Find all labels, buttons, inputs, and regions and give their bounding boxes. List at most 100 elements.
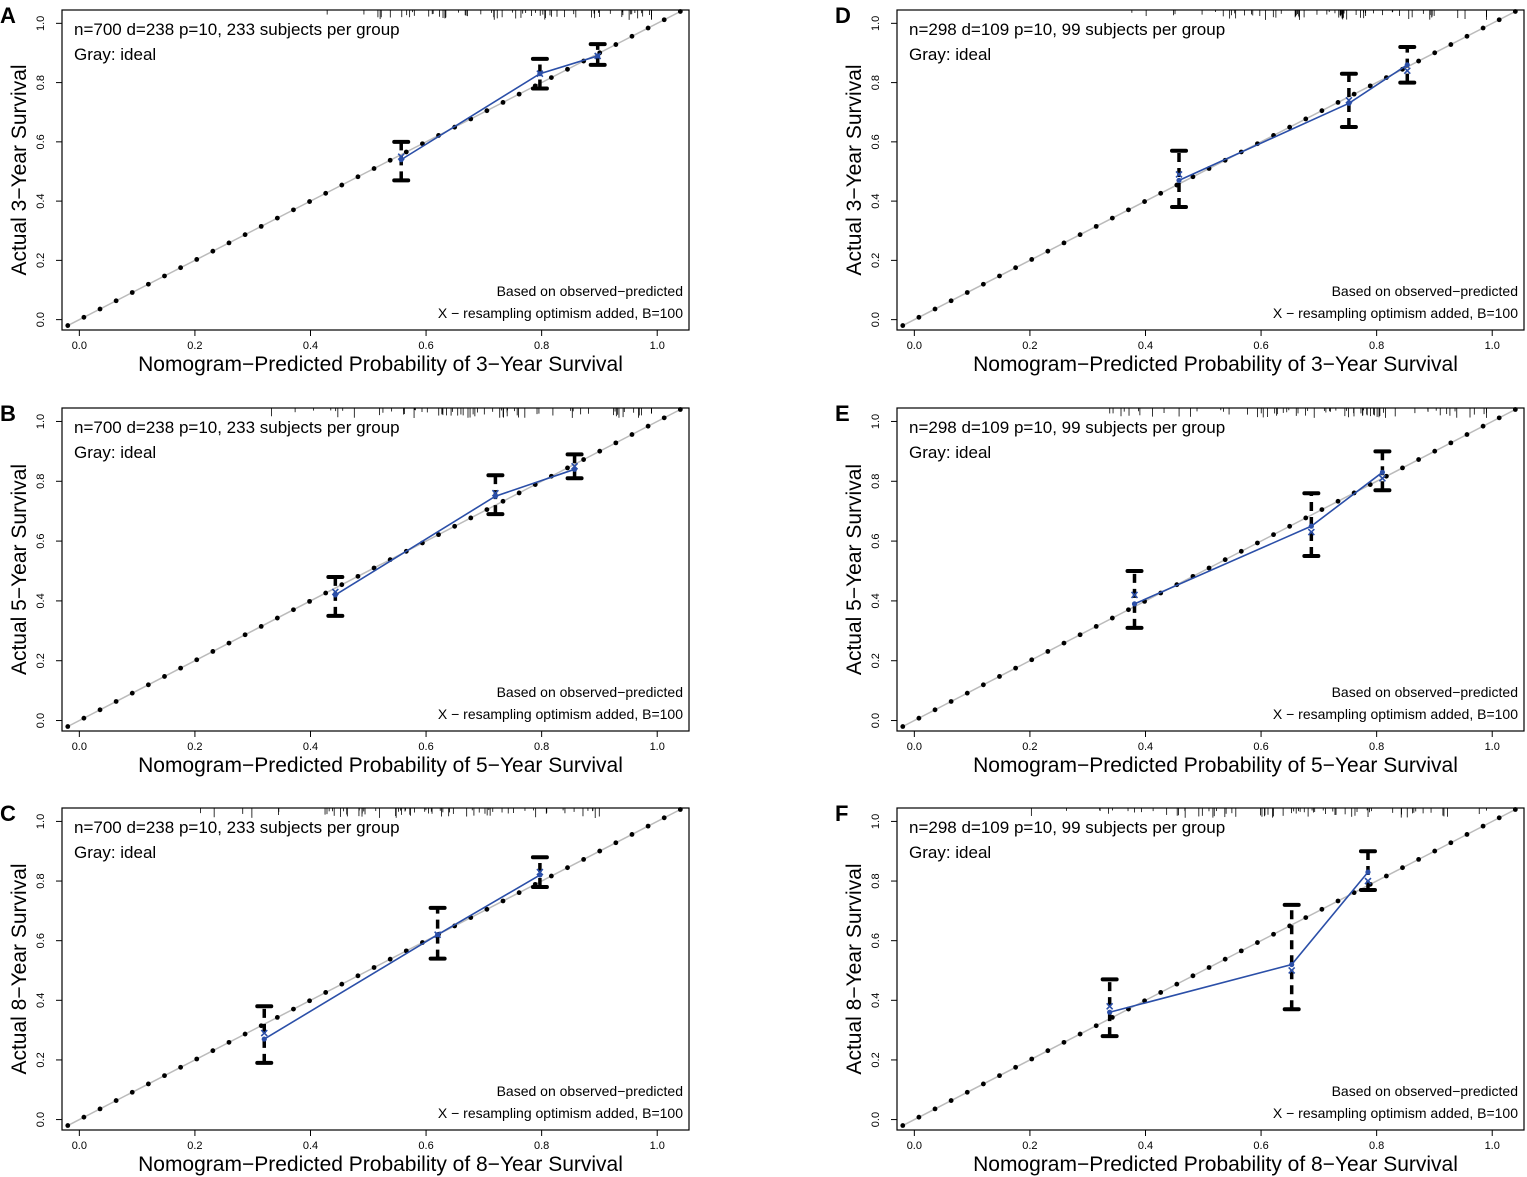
ideal-dot	[129, 290, 135, 295]
observed-point	[1404, 62, 1410, 68]
ideal-dot	[645, 823, 651, 829]
y-tick-label: 1.0	[870, 414, 882, 429]
corrected-x-mark	[536, 70, 544, 78]
ideal-dot	[387, 157, 393, 163]
ideal-dot	[565, 865, 570, 871]
ideal-dot	[1045, 649, 1051, 654]
panel-f: Fn=298 d=109 p=10, 99 subjects per group…	[835, 801, 1525, 1176]
ideal-dot	[194, 657, 200, 663]
ideal-dot	[1335, 898, 1341, 904]
ideal-dot	[516, 890, 522, 896]
observed-point	[1176, 177, 1182, 183]
x-tick-label: 0.4	[1138, 1140, 1153, 1152]
corrected-x-mark	[1307, 528, 1315, 536]
x-tick-label: 1.0	[650, 741, 665, 753]
ideal-dot	[900, 1123, 906, 1128]
y-axis-label: Actual 5−Year Survival	[843, 464, 866, 675]
ideal-dot	[1383, 473, 1389, 479]
ideal-dot	[274, 1015, 280, 1020]
y-tick-label: 0.0	[35, 1112, 47, 1127]
ideal-dot	[677, 407, 683, 412]
x-tick-label: 1.0	[1485, 1140, 1500, 1152]
ideal-dot	[613, 440, 619, 446]
x-tick-label: 0.4	[303, 1140, 318, 1152]
y-tick-label: 0.8	[870, 873, 882, 888]
ideal-dot	[226, 640, 232, 646]
ideal-dot	[1093, 223, 1099, 229]
y-tick-label: 0.6	[35, 533, 47, 548]
x-tick-label: 0.8	[1369, 340, 1384, 352]
note-resampling: X − resampling optimism added, B=100	[1273, 706, 1518, 722]
x-tick-label: 0.2	[1022, 1140, 1037, 1152]
ideal-dot	[1077, 232, 1083, 238]
ideal-dot	[565, 465, 570, 471]
observed-point	[1365, 869, 1371, 875]
ideal-dot	[1400, 465, 1405, 471]
corrected-x-mark	[1403, 67, 1411, 75]
ideal-dot	[1271, 931, 1276, 937]
note-resampling: X − resampling optimism added, B=100	[438, 706, 683, 722]
ideal-legend: Gray: ideal	[74, 843, 156, 862]
ideal-dot	[597, 448, 603, 454]
y-tick-label: 0.4	[870, 993, 882, 1008]
note-observed-predicted: Based on observed−predicted	[497, 1083, 683, 1099]
ideal-dot	[1432, 448, 1438, 454]
ideal-dot	[597, 848, 603, 854]
ideal-dot	[339, 981, 345, 987]
panel-header: n=700 d=238 p=10, 233 subjects per group	[74, 818, 400, 837]
ideal-dot	[629, 33, 635, 39]
ideal-dot	[307, 199, 312, 204]
y-tick-label: 0.0	[870, 1112, 882, 1127]
y-tick-label: 0.4	[35, 593, 47, 608]
corrected-x-mark	[331, 588, 339, 596]
ideal-dot	[1126, 607, 1131, 613]
ideal-dot	[1093, 1023, 1099, 1029]
ideal-dot	[242, 1031, 248, 1037]
ideal-dot	[500, 99, 506, 105]
ideal-dot	[1287, 124, 1293, 130]
y-tick-label: 1.0	[870, 16, 882, 31]
x-tick-label: 0.8	[534, 340, 549, 352]
ideal-dot	[932, 306, 938, 312]
note-resampling: X − resampling optimism added, B=100	[1273, 1105, 1518, 1121]
corrected-x-mark	[594, 52, 602, 60]
ideal-dot	[1061, 640, 1067, 646]
x-tick-label: 0.8	[1369, 1140, 1384, 1152]
ideal-dot	[948, 298, 954, 304]
ideal-dot	[1029, 657, 1035, 663]
ideal-dot	[1496, 17, 1502, 23]
plot-frame	[896, 9, 1525, 331]
y-axis-label: Actual 8−Year Survival	[8, 863, 31, 1074]
ideal-dot	[145, 281, 151, 287]
corrected-x-mark	[1106, 1002, 1114, 1010]
ideal-dot	[677, 807, 683, 812]
ideal-dot	[1287, 523, 1293, 529]
ideal-dot	[1448, 42, 1454, 47]
ideal-dot	[932, 707, 938, 713]
ideal-dot	[948, 699, 954, 704]
ideal-dot	[162, 273, 167, 279]
ideal-dot	[1335, 99, 1341, 105]
observed-line	[334, 468, 575, 596]
y-tick-label: 0.0	[870, 713, 882, 728]
ideal-dot	[1013, 665, 1019, 671]
ideal-dot	[307, 998, 312, 1004]
y-tick-label: 0.0	[870, 312, 882, 327]
ideal-legend: Gray: ideal	[909, 45, 991, 64]
corrected-x-mark	[260, 1029, 268, 1037]
corrected-x-mark	[571, 462, 579, 470]
ideal-dot	[113, 699, 119, 704]
observed-point	[1131, 601, 1138, 607]
corrected-x-mark	[434, 931, 442, 939]
ideal-dot	[1126, 207, 1131, 213]
y-tick-label: 0.4	[870, 193, 882, 208]
x-tick-label: 0.8	[534, 741, 549, 753]
ideal-dot	[581, 457, 587, 462]
ideal-dot	[484, 507, 490, 513]
x-tick-label: 0.6	[418, 1140, 433, 1152]
corrected-x-mark	[397, 153, 405, 161]
y-tick-label: 0.6	[35, 933, 47, 948]
ideal-dot	[645, 25, 651, 31]
ideal-dot	[291, 207, 296, 213]
ideal-dot	[403, 149, 409, 155]
